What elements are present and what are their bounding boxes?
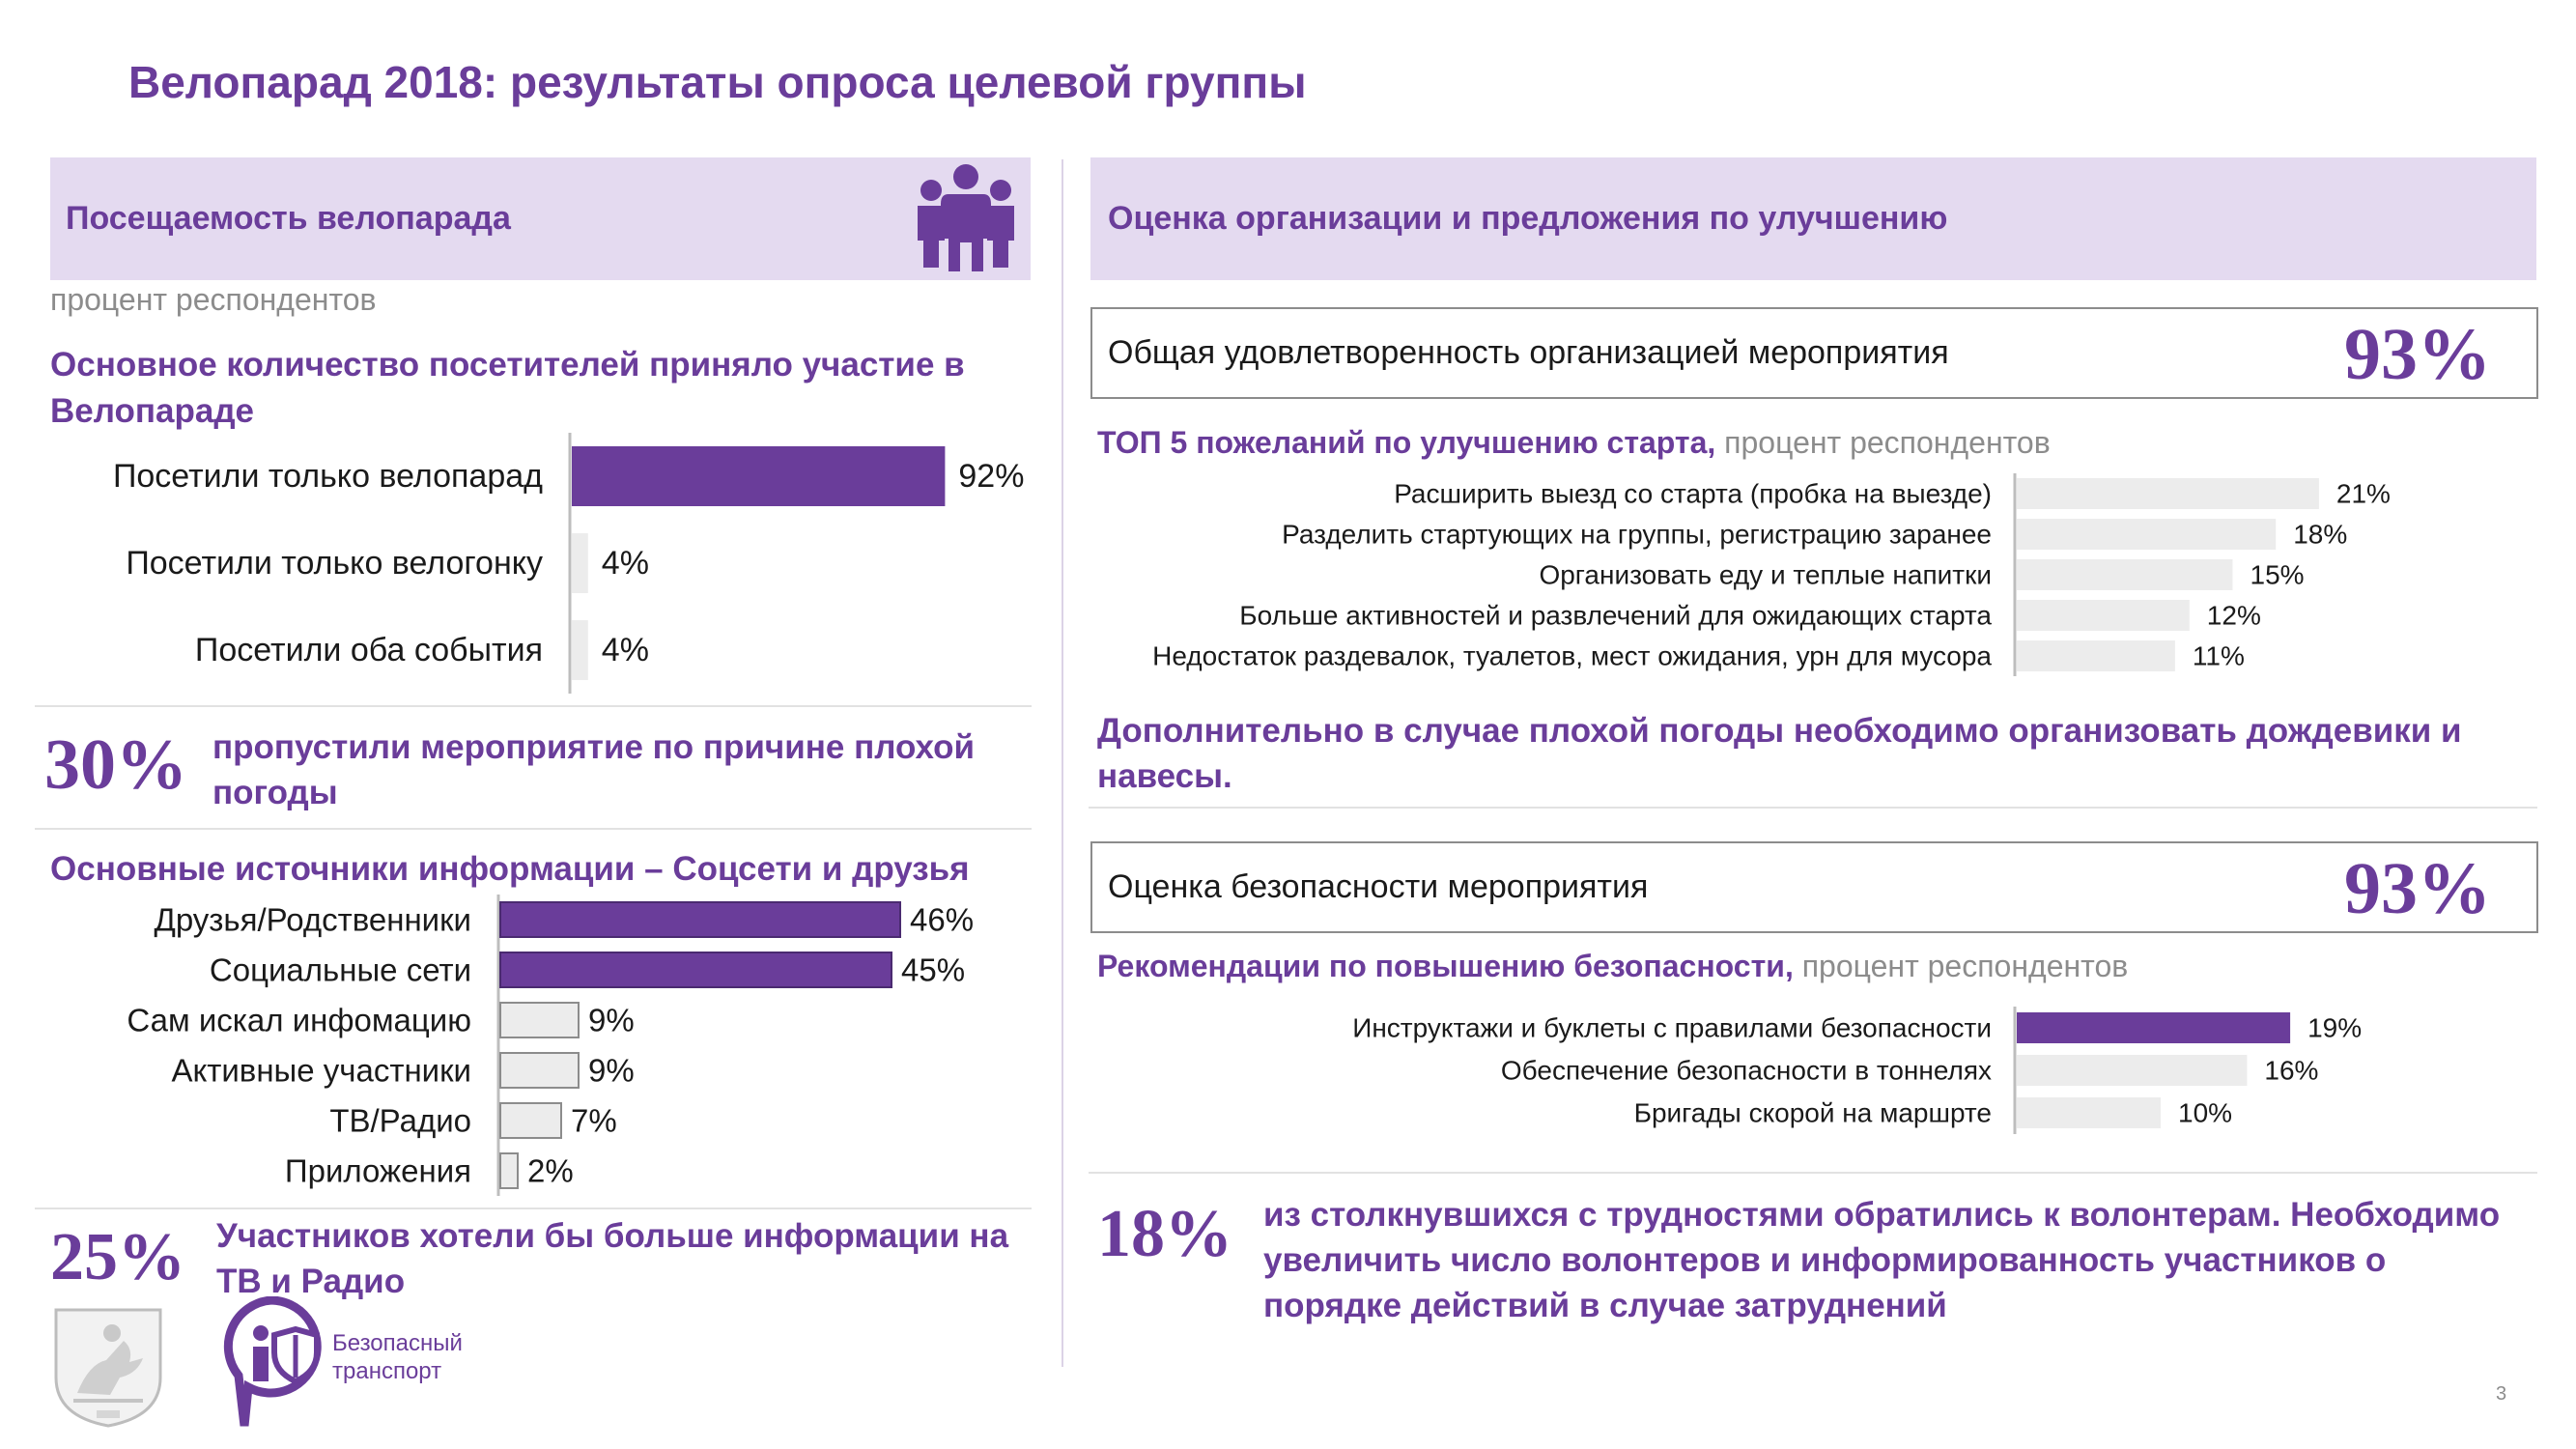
data-label: 9% xyxy=(588,1053,635,1089)
safe-transport-logo-text: Безопасный транспорт xyxy=(332,1329,463,1385)
category-label: Разделить стартующих на группы, регистра… xyxy=(1282,520,1992,550)
satisfaction-label: Общая удовлетворенность организацией мер… xyxy=(1108,334,1949,371)
data-label: 46% xyxy=(910,902,974,938)
bar-2 xyxy=(499,952,892,988)
category-label: Расширить выезд со старта (пробка на вые… xyxy=(1394,479,1992,509)
logo-line-1: Безопасный xyxy=(332,1330,463,1356)
safety-box: Оценка безопасности мероприятия 93% xyxy=(1090,841,2538,933)
top5-heading-main: ТОП 5 пожеланий по улучшению старта, xyxy=(1097,425,1716,460)
safety-heading-sub: процент респондентов xyxy=(1793,949,2129,983)
moscow-emblem-icon xyxy=(54,1308,162,1428)
category-label: Посетили оба события xyxy=(195,632,543,668)
sources-chart: Друзья/Родственники 46% Социальные сети 45%… xyxy=(127,895,974,1196)
category-label: ТВ/Радио xyxy=(329,1103,471,1139)
organization-header: Оценка организации и предложения по улуч… xyxy=(1108,200,1948,237)
data-label: 18% xyxy=(2293,520,2347,550)
bar-2 xyxy=(2017,519,2277,550)
tv-text: Участников хотели бы больше информации н… xyxy=(216,1217,1009,1300)
bar-2 xyxy=(2017,1055,2248,1086)
volunteer-text: из столкнувшихся с трудностями обратилис… xyxy=(1263,1196,2501,1324)
safety-label: Оценка безопасности мероприятия xyxy=(1108,868,1649,905)
data-label: 15% xyxy=(2250,560,2305,590)
category-label: Бригады скорой на маршрте xyxy=(1634,1098,1992,1128)
category-label: Посетили только велопарад xyxy=(113,458,543,495)
bar-3 xyxy=(499,1002,580,1038)
top5-heading: ТОП 5 пожеланий по улучшению старта, про… xyxy=(1097,425,2051,461)
category-label: Больше активностей и развлечений для ожи… xyxy=(1239,601,1992,631)
data-label: 7% xyxy=(571,1103,617,1139)
logo-line-2: транспорт xyxy=(332,1358,442,1384)
data-label: 4% xyxy=(602,545,649,582)
category-label: Недостаток раздевалок, туалетов, мест ож… xyxy=(1152,641,1992,671)
satisfaction-box: Общая удовлетворенность организацией мер… xyxy=(1090,307,2538,399)
top5-chart: Расширить выезд со старта (пробка на вые… xyxy=(1152,473,2391,676)
satisfaction-percent: 93% xyxy=(2344,314,2491,395)
people-icon xyxy=(918,164,1014,271)
category-label: Посетили только велогонку xyxy=(126,545,543,582)
data-label: 45% xyxy=(901,952,965,988)
category-label: Организовать еду и теплые напитки xyxy=(1539,560,1992,590)
volunteer-percent: 18% xyxy=(1097,1197,1232,1271)
safe-transport-logo-icon xyxy=(223,1296,322,1427)
tv-percent: 25% xyxy=(50,1220,185,1294)
safety-chart: Инструктажи и буклеты с правилами безопа… xyxy=(1352,1007,2362,1134)
data-label: 19% xyxy=(2307,1013,2362,1043)
bar-4 xyxy=(2017,600,2190,631)
organization-header-band: Оценка организации и предложения по улуч… xyxy=(1090,157,2536,280)
data-label: 11% xyxy=(2193,641,2245,671)
column-divider xyxy=(1062,159,1063,1367)
bar-3 xyxy=(2017,559,2233,590)
page-title: Велопарад 2018: результаты опроса целево… xyxy=(128,57,1307,107)
category-label: Обеспечение безопасности в тоннелях xyxy=(1501,1056,1992,1086)
data-label: 2% xyxy=(527,1153,574,1189)
data-label: 21% xyxy=(2336,479,2391,509)
divider xyxy=(1089,807,2537,809)
category-label: Друзья/Родственники xyxy=(154,902,471,938)
data-label: 9% xyxy=(588,1003,635,1038)
category-label: Сам искал инфомацию xyxy=(127,1003,471,1038)
sources-heading: Основные источники информации – Соцсети … xyxy=(50,850,970,888)
bar-1 xyxy=(2017,1012,2291,1043)
attendance-header-band: Посещаемость велопарада xyxy=(50,157,1031,280)
bar-2 xyxy=(572,533,588,593)
safety-heading-main: Рекомендации по повышению безопасности, xyxy=(1097,949,1794,983)
category-label: Активные участники xyxy=(171,1053,471,1089)
divider xyxy=(35,1208,1032,1209)
category-label: Инструктажи и буклеты с правилами безопа… xyxy=(1352,1013,1992,1043)
bar-3 xyxy=(572,620,588,680)
page-number: 3 xyxy=(2496,1383,2507,1405)
bar-4 xyxy=(499,1052,580,1089)
data-label: 10% xyxy=(2178,1098,2232,1128)
category-label: Приложения xyxy=(285,1153,471,1189)
missed-percent: 30% xyxy=(44,725,187,805)
safety-percent: 93% xyxy=(2344,848,2491,929)
attendance-chart: Посетили только велопарад 92% Посетили тол… xyxy=(113,433,1024,694)
bar-5 xyxy=(499,1102,562,1139)
missed-text: пропустили мероприятие по причине плохой… xyxy=(212,728,976,811)
attendance-header: Посещаемость велопарада xyxy=(66,200,511,237)
divider xyxy=(1089,1172,2537,1174)
divider xyxy=(35,828,1032,830)
bar-1 xyxy=(572,446,946,506)
data-label: 92% xyxy=(958,458,1024,495)
data-label: 4% xyxy=(602,632,649,668)
bar-1 xyxy=(2017,478,2319,509)
attendance-heading: Основное количество посетителей приняло … xyxy=(50,346,965,430)
bar-5 xyxy=(2017,640,2175,671)
rain-text: Дополнительно в случае плохой погоды нео… xyxy=(1097,712,2462,795)
safety-heading: Рекомендации по повышению безопасности, … xyxy=(1097,949,2128,984)
top5-heading-sub: процент респондентов xyxy=(1715,425,2051,460)
data-label: 12% xyxy=(2207,601,2261,631)
attendance-subtitle: процент респондентов xyxy=(50,282,377,317)
category-label: Социальные сети xyxy=(210,952,471,988)
bar-3 xyxy=(2017,1097,2161,1128)
divider xyxy=(35,705,1032,707)
bar-6 xyxy=(499,1152,519,1189)
bar-1 xyxy=(499,901,901,938)
data-label: 16% xyxy=(2264,1056,2318,1086)
